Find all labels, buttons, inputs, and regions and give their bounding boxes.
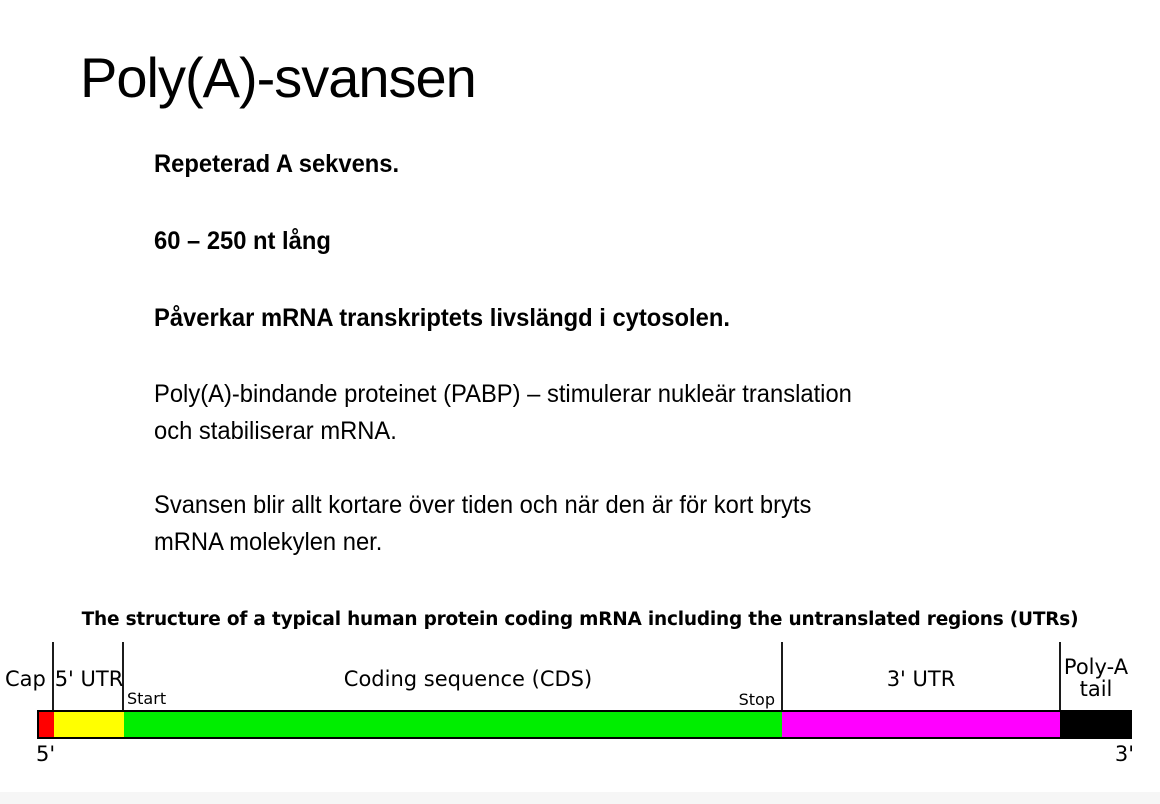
mrna-bar	[37, 710, 1132, 739]
segment-cap	[39, 712, 54, 737]
label-3utr: 3' UTR	[886, 667, 956, 691]
bullet-line: Poly(A)-bindande proteinet (PABP) – stim…	[154, 380, 852, 408]
bullet-line: mRNA molekylen ner.	[154, 528, 383, 556]
bottom-edge-band	[0, 792, 1160, 804]
boundary-line-stop	[781, 642, 783, 739]
bullet-shortening: Svansen blir allt kortare över tiden och…	[154, 487, 811, 561]
bullet-line: 60 – 250 nt lång	[154, 227, 331, 255]
segment-cds	[124, 712, 782, 737]
bullet-repeated-a: Repeterad A sekvens.	[154, 150, 399, 179]
bullet-pabp: Poly(A)-bindande proteinet (PABP) – stim…	[154, 376, 852, 450]
segment-5utr	[54, 712, 124, 737]
segment-polya-tail	[1060, 712, 1130, 737]
label-5utr: 5' UTR	[54, 667, 124, 691]
bullet-line: Svansen blir allt kortare över tiden och…	[154, 491, 812, 519]
boundary-line-cap-5utr	[52, 642, 54, 739]
label-polya-line1: Poly-A	[1063, 655, 1129, 679]
segment-3utr	[782, 712, 1060, 737]
label-cap: Cap	[5, 667, 46, 691]
bullet-length: 60 – 250 nt lång	[154, 227, 331, 256]
label-3-prime-end: 3'	[1114, 742, 1134, 766]
page-title: Poly(A)-svansen	[80, 46, 477, 109]
label-polya-line2: tail	[1079, 677, 1113, 701]
bullet-line: Påverkar mRNA transkriptets livslängd i …	[154, 304, 730, 332]
diagram-title: The structure of a typical human protein…	[81, 609, 1079, 630]
label-5-prime-end: 5'	[36, 742, 56, 766]
label-stop-codon: Stop	[738, 690, 775, 709]
boundary-line-start	[122, 642, 124, 739]
bullet-line: och stabiliserar mRNA.	[154, 417, 397, 445]
label-coding-sequence: Coding sequence (CDS)	[343, 667, 593, 691]
bullet-line: Repeterad A sekvens.	[154, 150, 400, 178]
label-start-codon: Start	[127, 689, 167, 708]
bullet-lifespan: Påverkar mRNA transkriptets livslängd i …	[154, 304, 730, 333]
label-polya-tail: Poly-A tail	[1058, 656, 1134, 700]
boundary-line-3utr-polya	[1059, 642, 1061, 739]
